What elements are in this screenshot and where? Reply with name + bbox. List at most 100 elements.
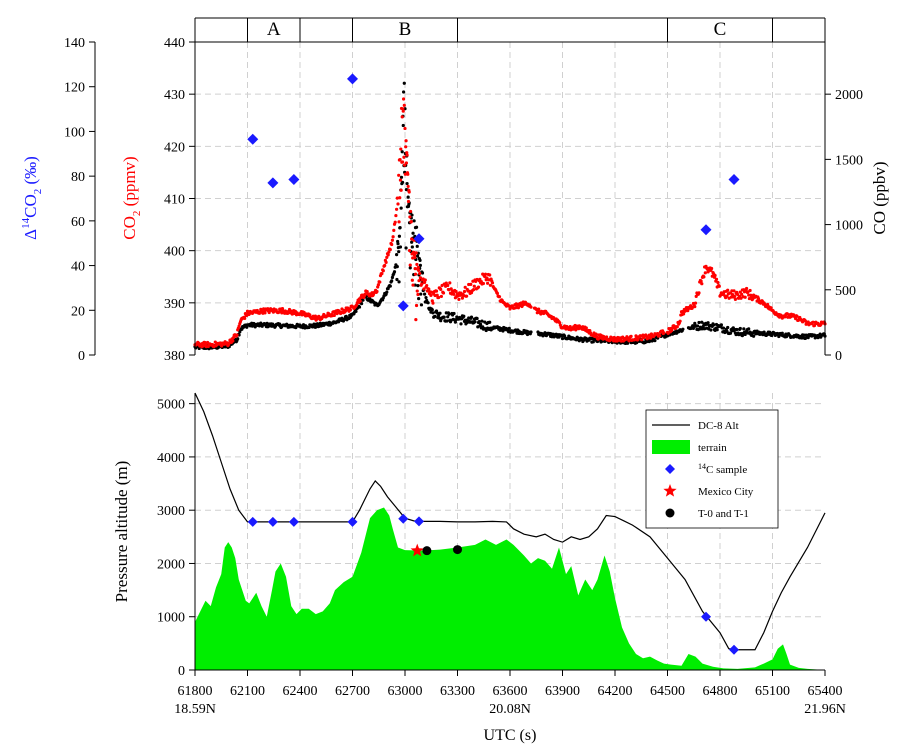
co-point — [401, 123, 405, 128]
x-tick-label: 65400 — [808, 684, 843, 699]
co-point — [392, 270, 397, 274]
legend-label-terrain: terrain — [698, 442, 727, 454]
co-point — [752, 334, 756, 338]
altitude-tick-label: 2000 — [157, 557, 185, 572]
co2-point — [418, 271, 422, 276]
t0-t1-marker — [422, 546, 432, 556]
d14c-diamond — [288, 173, 300, 185]
d14c-diamond — [397, 300, 409, 312]
co2-point — [413, 255, 417, 260]
co2-point — [700, 282, 704, 286]
co-point — [395, 253, 399, 257]
co2-point — [383, 263, 387, 268]
co2-point — [408, 263, 412, 267]
co2-point — [385, 255, 389, 259]
co2-tick-label: 410 — [164, 193, 185, 208]
x-axis-title: UTC (s) — [484, 727, 537, 744]
co-point — [415, 244, 419, 248]
co2-point — [439, 287, 443, 291]
legend-label-mexico: Mexico City — [698, 486, 754, 498]
co2-point — [390, 242, 394, 247]
co2-point — [584, 326, 588, 330]
co2-point — [488, 283, 492, 287]
co-point — [480, 319, 484, 323]
co2-point — [678, 319, 682, 323]
co2-point — [485, 276, 489, 280]
co2-point — [384, 260, 388, 264]
co-point — [426, 301, 430, 305]
co-point — [447, 312, 451, 316]
altitude-axis-title: Pressure altitude (m) — [112, 461, 131, 603]
co-tick-label: 2000 — [835, 88, 863, 103]
co-point — [411, 231, 415, 235]
co2-point — [405, 153, 409, 157]
co2-point — [462, 289, 467, 294]
co2-point — [406, 199, 411, 204]
co2-point — [388, 247, 392, 252]
co-point — [459, 322, 463, 326]
co2-point — [410, 278, 414, 282]
co2-point — [649, 336, 653, 340]
co2-point — [403, 126, 407, 131]
co-point — [405, 181, 409, 186]
co-point — [706, 321, 710, 325]
co2-point — [726, 288, 730, 292]
co2-point — [699, 279, 703, 283]
co2-axis-title-part: 2 — [131, 211, 143, 217]
co-point — [408, 266, 412, 270]
co2-point — [378, 280, 382, 284]
co2-point — [463, 285, 467, 289]
co2-point — [812, 323, 817, 328]
c14-sample-marker — [701, 611, 711, 622]
co2-point — [481, 281, 485, 286]
co-point — [361, 298, 365, 302]
co2-point — [740, 292, 744, 296]
legend-label-c14: 14C sample — [698, 462, 747, 476]
sample-markers — [247, 513, 739, 655]
co2-point — [396, 202, 400, 206]
co-point — [336, 320, 341, 324]
co-point — [529, 330, 533, 334]
co-point — [400, 150, 404, 154]
co2-point — [391, 235, 395, 239]
co2-point — [332, 313, 336, 318]
co-axis-title-part: CO (ppbv) — [870, 161, 889, 234]
co-point — [265, 321, 269, 325]
co2-point — [348, 308, 352, 312]
co2-point — [386, 253, 390, 257]
co2-point — [403, 163, 407, 167]
co-point — [452, 311, 456, 316]
co2-point — [390, 238, 394, 242]
co-point — [721, 326, 726, 330]
co2-point — [413, 272, 418, 276]
co-point — [402, 81, 406, 85]
d14c-axis-title-part: CO — [21, 194, 40, 218]
co2-point — [401, 109, 405, 113]
co-point — [431, 311, 435, 315]
region-label-B: B — [399, 19, 412, 40]
co-point — [762, 330, 766, 334]
x-tick-label: 62400 — [283, 684, 318, 699]
co2-point — [605, 335, 609, 339]
co-point — [418, 258, 422, 262]
co2-point — [486, 281, 490, 285]
co2-point — [392, 228, 396, 232]
co2-point — [713, 273, 717, 278]
co2-point — [400, 160, 405, 164]
co-point — [742, 327, 746, 331]
co-point — [397, 280, 401, 284]
d14c-axis-title-part: (‰) — [21, 156, 40, 189]
co-point — [462, 314, 466, 318]
co-point — [404, 246, 408, 250]
d14c-axis-title-part: Δ — [21, 229, 40, 240]
co-point — [445, 319, 449, 323]
co-point — [423, 292, 427, 296]
co2-point — [460, 296, 464, 300]
co2-point — [415, 289, 419, 293]
x-tick-label: 63600 — [493, 684, 528, 699]
legend-label-t0t1: T-0 and T-1 — [698, 508, 749, 520]
region-label-C: C — [714, 19, 727, 40]
d14c-tick-label: 60 — [71, 215, 85, 230]
co-point — [477, 319, 481, 324]
